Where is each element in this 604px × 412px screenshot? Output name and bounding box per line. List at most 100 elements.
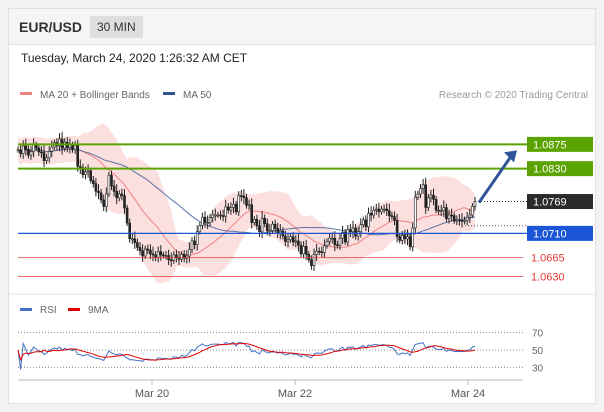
candle-body (128, 222, 131, 240)
candle-body (169, 259, 173, 262)
candle-body (351, 227, 355, 233)
x-axis: Mar 20 Mar 22 Mar 24 (18, 379, 523, 400)
candle-body (382, 208, 386, 211)
forecast-arrow-shaft (477, 155, 513, 204)
candle-body (393, 216, 396, 221)
candle-body (372, 209, 376, 216)
candle-body (286, 239, 290, 242)
candle-body (164, 255, 168, 257)
ma20-line (17, 148, 476, 256)
candle-body (159, 251, 163, 256)
candle-body (107, 174, 111, 195)
candle-body (224, 206, 227, 217)
candle-body (361, 219, 365, 226)
candle-body (245, 197, 248, 206)
candle-body (338, 237, 342, 246)
candle-body (437, 209, 440, 212)
candle-body (180, 254, 183, 260)
candle-body (105, 193, 108, 207)
candle-body (92, 180, 95, 185)
candle-body (21, 145, 25, 154)
candle-body (320, 251, 324, 253)
instrument-title: EUR/USD (19, 19, 83, 35)
candle-body (273, 223, 277, 229)
rsi-level-label: 70 (532, 329, 544, 340)
candle-body (19, 149, 22, 154)
chart-timestamp: Tuesday, March 24, 2020 1:26:32 AM CET (21, 51, 248, 65)
candle-body (377, 208, 381, 213)
timeframe-button[interactable]: 30 MIN (90, 16, 143, 38)
candle-body (146, 248, 150, 251)
candle-body (460, 220, 464, 222)
candle-body (120, 193, 124, 196)
price-levels: 1.0875 1.0830 1.0769 1.0710 1.0665 1.0630 (18, 136, 593, 284)
candle-body (47, 151, 51, 159)
ma50-legend-label: MA 50 (183, 90, 212, 101)
candle-body (143, 248, 147, 257)
rsi-legend-label: RSI (40, 305, 57, 316)
candle-body (206, 222, 209, 224)
candle-body (24, 145, 28, 150)
candle-body (250, 204, 253, 223)
candle-body (263, 218, 267, 225)
candle-body (408, 236, 412, 248)
chart-header: EUR/USD 30 MIN (9, 9, 595, 45)
price-legend: MA 20 + Bollinger Bands MA 50 Research ©… (20, 90, 588, 101)
candle-body (406, 236, 409, 240)
candle-body (258, 225, 261, 233)
candle-body (99, 192, 103, 201)
candle-body (34, 144, 38, 149)
candle-body (195, 231, 199, 245)
candle-body (76, 145, 79, 167)
pivot-label: 1.0710 (533, 228, 567, 240)
candle-body (37, 147, 41, 153)
candle-body (387, 210, 391, 216)
candle-body (416, 193, 420, 198)
candle-body (271, 223, 274, 231)
candle-body (131, 238, 134, 241)
rsi-legend-swatch (20, 308, 32, 311)
last-price-label: 1.0769 (533, 197, 567, 209)
candle-body (221, 215, 225, 217)
candle-body (86, 170, 90, 173)
forecast-arrow-head (504, 150, 517, 163)
candle-body (216, 214, 220, 217)
candle-body (369, 213, 373, 216)
candle-body (330, 237, 334, 240)
candle-body (234, 203, 238, 213)
candle-body (156, 251, 160, 258)
candle-body (123, 195, 126, 209)
candle-body (424, 184, 428, 208)
candle-body (380, 208, 383, 213)
candle-body (463, 220, 466, 222)
candle-body (317, 250, 321, 253)
candle-body (102, 199, 105, 207)
copyright-text: Research © 2020 Trading Central (439, 90, 588, 101)
candle-body (203, 216, 207, 223)
candle-body (42, 152, 46, 161)
candle-body (429, 194, 433, 199)
candle-body (81, 167, 85, 175)
resistance-label-box (527, 136, 593, 152)
candle-body (193, 240, 196, 245)
candle-body (452, 215, 456, 222)
candle-body (232, 203, 235, 208)
candle-body (468, 214, 472, 218)
candle-body (471, 206, 474, 216)
candle-body (304, 246, 308, 255)
last-price-label-box (527, 194, 593, 210)
rsi-legend: RSI 9MA (20, 305, 109, 316)
candle-body (349, 229, 352, 233)
candle-body (390, 215, 394, 218)
candle-body (367, 213, 370, 228)
candle-body (450, 214, 453, 217)
candle-body (94, 183, 98, 192)
resistance-label: 1.0830 (533, 164, 567, 176)
candle-body (89, 170, 92, 181)
candle-body (419, 188, 422, 195)
candle-body (426, 197, 430, 208)
candle-body (73, 145, 77, 150)
candle-body (359, 224, 363, 232)
candle-body (260, 218, 264, 233)
